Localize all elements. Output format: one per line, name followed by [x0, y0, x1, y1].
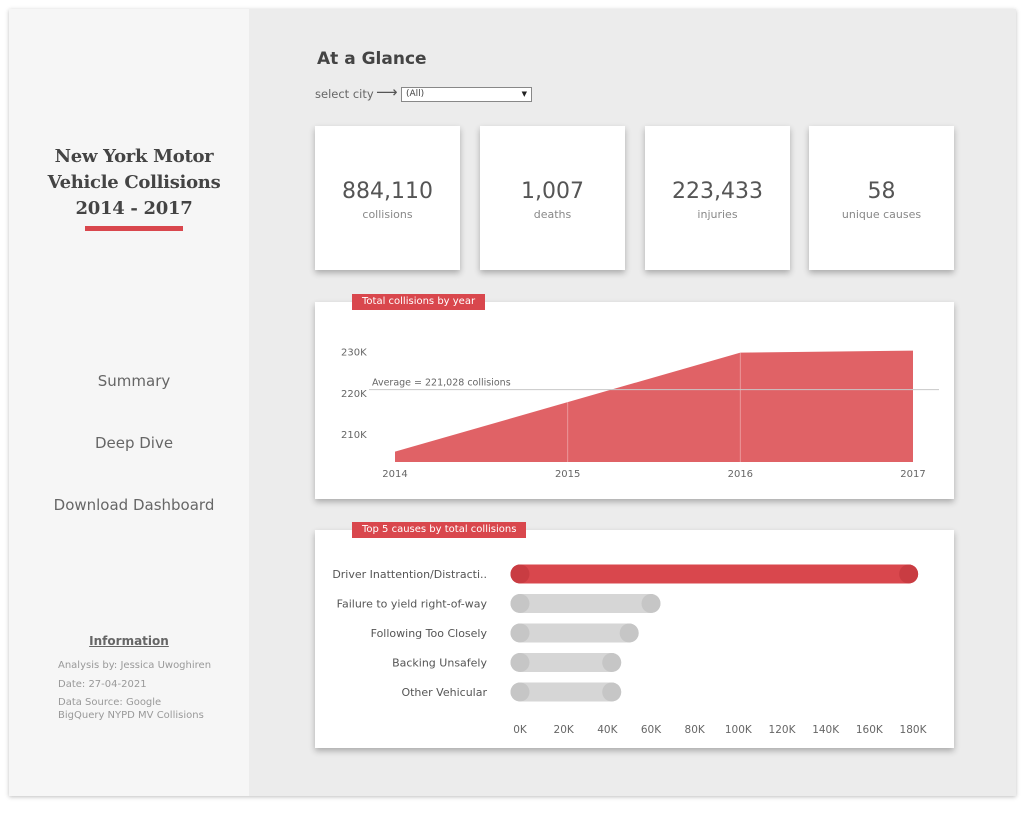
bar-start-cap — [510, 653, 530, 672]
x-tick-label: 2017 — [900, 469, 925, 480]
kpi-card-injuries: 223,433 injuries — [645, 126, 790, 270]
category-label: Other Vehicular — [401, 686, 487, 699]
collisions-by-year-chart: 2014 2015 2016 2017 210K 220K 230K Average = 22… — [341, 348, 939, 480]
kpi-value: 58 — [867, 179, 896, 204]
average-label: Average = 221,028 collisions — [372, 378, 511, 389]
select-city-label: select city — [315, 87, 374, 101]
title-underline — [85, 226, 183, 231]
x-tick-label: 160K — [856, 724, 884, 736]
bar-end-cap — [899, 564, 919, 584]
x-tick-label: 0K — [513, 724, 528, 736]
bar-start-cap — [510, 594, 530, 613]
dashboard-frame: New York Motor Vehicle Collisions 2014 -… — [9, 9, 1016, 796]
kpi-value: 884,110 — [342, 179, 433, 204]
y-tick-label: 210K — [341, 430, 367, 441]
x-tick-label: 2016 — [728, 469, 753, 480]
category-label: Driver Inattention/Distracti.. — [332, 568, 487, 581]
collisions-by-year-panel: Total collisions by year 2014 2015 2016 201… — [315, 294, 954, 499]
kpi-value: 1,007 — [521, 179, 584, 204]
kpi-card-deaths: 1,007 deaths — [480, 126, 625, 270]
caret-down-icon: ▼ — [521, 90, 527, 98]
area-series — [395, 350, 913, 462]
x-tick-label: 2014 — [382, 469, 407, 480]
top-causes-chart: Driver Inattention/Distracti.. Failure to… — [332, 564, 928, 736]
sidebar: New York Motor Vehicle Collisions 2014 -… — [9, 9, 249, 796]
kpi-label: deaths — [533, 208, 572, 221]
chart-title-tag: Total collisions by year — [352, 294, 486, 310]
kpi-card-collisions: 884,110 collisions — [315, 126, 460, 270]
bar-end-cap — [602, 682, 622, 702]
x-tick-label: 140K — [812, 724, 840, 736]
category-label: Following Too Closely — [371, 627, 488, 640]
x-tick-label: 100K — [725, 724, 753, 736]
nav-download-dashboard[interactable]: Download Dashboard — [53, 496, 215, 514]
info-date: Date: 27-04-2021 — [58, 679, 147, 690]
x-tick-label: 120K — [769, 724, 797, 736]
bar-start-cap — [510, 682, 530, 702]
kpi-card-unique-causes: 58 unique causes — [809, 126, 954, 270]
title-line-3: 2014 - 2017 — [75, 198, 193, 219]
kpi-label: injuries — [697, 208, 738, 221]
title-line-1: New York Motor — [54, 146, 214, 167]
bar-start-cap — [510, 564, 530, 584]
bar-end-cap — [641, 594, 661, 613]
city-select[interactable]: (All) ▼ — [401, 87, 532, 102]
title-line-2: Vehicle Collisions — [47, 172, 221, 193]
nav-summary[interactable]: Summary — [97, 372, 171, 390]
bar-end-cap — [619, 623, 639, 643]
y-tick-label: 230K — [341, 348, 367, 359]
nav-deep-dive[interactable]: Deep Dive — [94, 434, 174, 452]
y-tick-label: 220K — [341, 389, 367, 400]
bar-end-cap — [602, 653, 622, 672]
kpi-value: 223,433 — [672, 179, 763, 204]
city-select-value: (All) — [406, 89, 425, 99]
kpi-label: unique causes — [841, 208, 922, 221]
arrow-right-icon: ⟶ — [376, 83, 398, 101]
x-tick-label: 80K — [685, 724, 706, 736]
bar-start-cap — [510, 623, 530, 643]
x-tick-label: 60K — [641, 724, 662, 736]
x-tick-label: 40K — [597, 724, 618, 736]
dashboard-title: New York Motor Vehicle Collisions 2014 -… — [9, 144, 259, 222]
info-source: Data Source: Google BigQuery NYPD MV Col… — [58, 697, 204, 721]
info-heading: Information — [89, 634, 169, 648]
x-tick-label: 20K — [554, 724, 575, 736]
kpi-label: collisions — [362, 208, 413, 221]
top-causes-panel: Top 5 causes by total collisions Driver … — [315, 522, 954, 748]
page-heading: At a Glance — [317, 49, 427, 69]
chart-title-tag: Top 5 causes by total collisions — [352, 522, 527, 538]
x-tick-label: 180K — [900, 724, 928, 736]
info-analysis-by: Analysis by: Jessica Uwoghiren — [58, 660, 212, 671]
x-tick-label: 2015 — [555, 469, 580, 480]
category-label: Failure to yield right-of-way — [337, 598, 488, 611]
category-label: Backing Unsafely — [392, 657, 487, 670]
